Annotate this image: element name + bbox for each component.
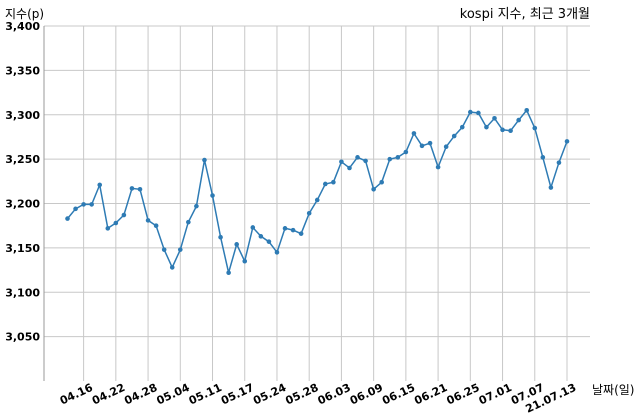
data-point	[266, 239, 272, 244]
data-point	[379, 179, 385, 185]
data-point	[548, 185, 554, 190]
data-point	[395, 155, 401, 160]
x-tick-label: 05.28	[283, 381, 320, 407]
data-point	[403, 149, 409, 155]
data-point	[177, 247, 183, 252]
data-point	[508, 128, 513, 134]
x-tick-label: 04.28	[122, 381, 159, 407]
y-tick-label: 3,400	[5, 20, 40, 33]
data-point	[347, 165, 352, 171]
data-point	[411, 131, 417, 136]
series-kospi	[65, 108, 570, 276]
data-point	[169, 265, 175, 270]
data-point	[500, 127, 505, 133]
data-point	[105, 226, 111, 231]
data-point	[492, 116, 497, 121]
data-point	[274, 250, 280, 255]
data-point	[113, 220, 119, 226]
x-tick-label: 06.03	[316, 381, 353, 407]
data-point	[258, 234, 264, 239]
data-point	[451, 133, 457, 139]
x-tick-label: 05.11	[187, 381, 224, 407]
y-tick-label: 3,100	[5, 286, 40, 299]
data-point	[218, 234, 223, 240]
data-point	[532, 125, 538, 131]
data-point	[242, 258, 248, 264]
data-point	[339, 159, 344, 165]
data-point	[137, 187, 143, 192]
y-tick-label: 3,350	[5, 64, 40, 77]
data-point	[323, 181, 328, 187]
x-tick-label: 06.15	[380, 381, 417, 407]
x-tick-label: 06.25	[445, 381, 482, 407]
data-point	[331, 179, 336, 185]
data-point	[468, 109, 473, 115]
data-point	[314, 197, 320, 203]
data-point	[121, 212, 127, 218]
data-point	[73, 206, 78, 212]
data-point	[298, 231, 304, 236]
x-tick-label: 07.01	[477, 381, 514, 407]
data-point	[97, 182, 103, 188]
x-tick-labels: 04.1604.2204.2805.0405.1105.1705.2405.28…	[58, 381, 578, 416]
data-point	[306, 210, 312, 216]
y-tick-label: 3,200	[5, 198, 40, 211]
grid	[44, 25, 590, 381]
data-point	[290, 227, 296, 233]
x-tick-label: 05.24	[251, 381, 288, 408]
data-point	[435, 164, 441, 170]
y-tick-label: 3,150	[5, 242, 40, 255]
data-point	[153, 223, 159, 228]
data-point	[459, 124, 465, 130]
x-tick-label: 04.22	[90, 381, 127, 407]
y-tick-label: 3,250	[5, 153, 40, 166]
data-point	[443, 144, 449, 149]
data-point	[516, 117, 521, 123]
data-point	[524, 108, 530, 113]
data-point	[363, 158, 368, 164]
data-point	[540, 155, 546, 160]
y-axis-label: 지수(p)	[5, 7, 44, 21]
data-point	[282, 226, 288, 231]
data-point	[161, 247, 167, 252]
x-tick-label: 05.04	[155, 381, 192, 408]
data-point	[419, 143, 425, 149]
data-point	[427, 140, 433, 146]
data-point	[387, 156, 393, 162]
y-tick-label: 3,300	[5, 109, 40, 122]
data-point	[556, 160, 562, 165]
x-tick-label: 06.21	[412, 381, 449, 407]
data-point	[226, 270, 231, 276]
data-point	[476, 110, 481, 116]
data-point	[484, 124, 489, 130]
data-point	[250, 225, 256, 230]
data-point	[202, 157, 207, 163]
y-tick-labels: 3,050 3,100 3,150 3,200 3,250 3,300 3,350 3,400	[5, 20, 40, 344]
x-tick-label: 05.17	[219, 381, 256, 407]
x-axis-label: 날짜(일)	[592, 383, 634, 397]
chart-title: kospi 지수, 최근 3개월	[460, 7, 590, 22]
data-point	[81, 202, 86, 207]
x-tick-label: 06.09	[348, 381, 385, 407]
data-point	[371, 187, 376, 192]
data-point	[89, 202, 94, 207]
data-point	[210, 193, 215, 198]
data-point	[129, 186, 135, 191]
data-point	[65, 216, 70, 221]
data-point	[194, 203, 199, 209]
y-tick-label: 3,050	[5, 331, 40, 344]
data-point	[186, 219, 191, 225]
x-tick-label: 04.16	[58, 381, 95, 408]
data-point	[564, 139, 570, 144]
data-point	[145, 218, 151, 223]
data-point	[355, 155, 360, 160]
data-point	[234, 242, 239, 247]
